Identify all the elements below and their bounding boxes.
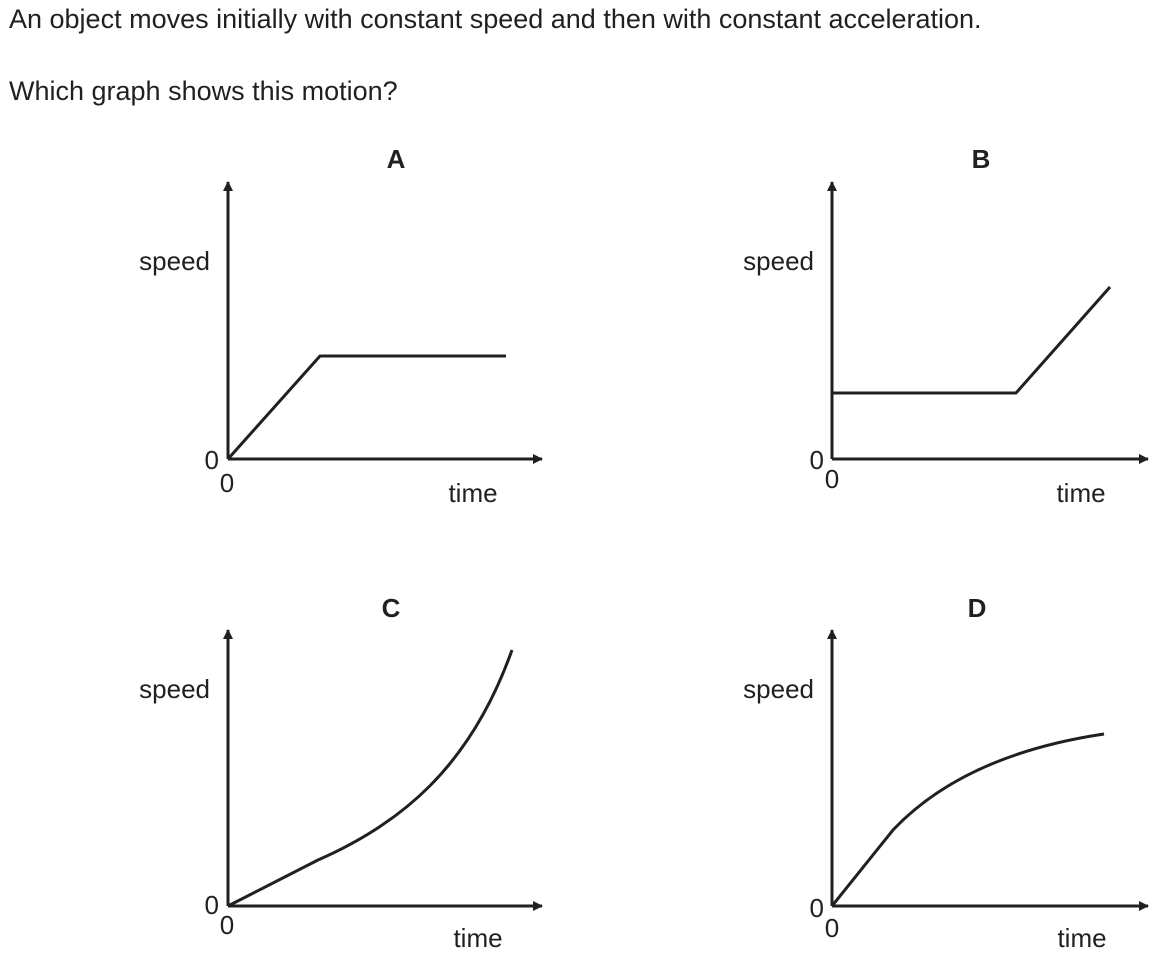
graph-a-ylabel: speed	[139, 246, 210, 276]
graph-d-curve	[830, 732, 1105, 907]
question-line-1: An object moves initially with constant …	[9, 4, 982, 34]
graph-c-origin-y: 0	[205, 890, 219, 920]
graph-a-origin-y: 0	[205, 445, 219, 475]
graph-c-xlabel: time	[453, 923, 502, 953]
question-line-2: Which graph shows this motion?	[9, 76, 398, 106]
graph-a-xlabel: time	[448, 478, 497, 508]
graph-a: A speed time 0 0	[139, 144, 543, 508]
graph-d-origin-x: 0	[825, 913, 839, 943]
graph-b-xlabel: time	[1056, 478, 1105, 508]
graph-b: B speed time 0 0	[743, 144, 1149, 508]
graph-b-label: B	[972, 144, 991, 174]
graph-d-ylabel: speed	[743, 674, 814, 704]
graph-a-label: A	[387, 144, 406, 174]
graph-d-origin-y: 0	[810, 893, 824, 923]
graph-b-ylabel: speed	[743, 246, 814, 276]
graph-c-ylabel: speed	[139, 674, 210, 704]
graph-a-origin-x: 0	[220, 468, 234, 498]
graph-c-label: C	[382, 593, 401, 623]
graph-d: D speed time 0 0	[743, 593, 1149, 953]
graph-c-origin-x: 0	[220, 910, 234, 940]
graph-b-origin-x: 0	[825, 464, 839, 494]
graph-a-curve	[226, 354, 506, 460]
graph-c: C speed time 0 0	[139, 593, 543, 953]
graph-d-xlabel: time	[1057, 923, 1106, 953]
graph-b-origin-y: 0	[810, 445, 824, 475]
graph-d-label: D	[968, 593, 987, 623]
graph-b-curve	[832, 286, 1112, 395]
graph-c-curve	[227, 649, 514, 908]
